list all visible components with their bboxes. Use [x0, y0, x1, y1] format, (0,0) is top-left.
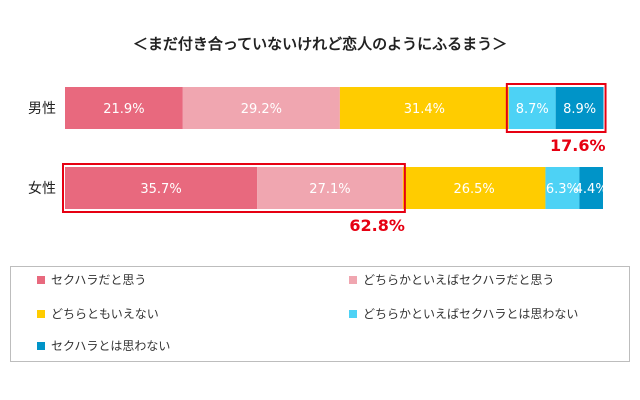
- legend-swatch-0: [37, 275, 45, 284]
- callout-total-0: 17.6%: [550, 136, 606, 155]
- data-label-1-4: 4.4%: [575, 182, 608, 197]
- bar-segment-0-2: [339, 87, 509, 129]
- bar-segment-0-1: [182, 87, 340, 129]
- data-label-0-0: 21.9%: [103, 102, 144, 117]
- legend-item-0: セクハラだと思う: [37, 271, 146, 288]
- data-label-1-2: 26.5%: [453, 182, 494, 197]
- data-label-0-4: 8.9%: [563, 102, 596, 117]
- legend-label-2: どちらともいえない: [51, 307, 159, 321]
- bar-segment-1-3: [545, 167, 580, 209]
- legend-item-2: どちらともいえない: [37, 305, 159, 322]
- data-label-1-0: 35.7%: [140, 182, 181, 197]
- legend-item-4: セクハラとは思わない: [37, 337, 170, 354]
- row-label-1: 女性: [28, 180, 56, 197]
- legend-label-0: セクハラだと思う: [51, 273, 147, 287]
- legend-swatch-2: [37, 309, 45, 318]
- legend-item-1: どちらかといえばセクハラだと思う: [349, 271, 554, 288]
- legend-label-3: どちらかといえばセクハラとは思わない: [363, 307, 579, 321]
- callout-total-1: 62.8%: [349, 216, 405, 235]
- bar-segment-0-0: [65, 87, 183, 129]
- legend-swatch-1: [349, 275, 357, 284]
- legend-swatch-4: [37, 341, 45, 350]
- chart-title: ＜まだ付き合っていないけれど恋人のようにふるまう＞: [132, 35, 508, 53]
- bar-segment-1-2: [402, 167, 546, 209]
- legend: セクハラだと思う どちらかといえばセクハラだと思うどちらともいえない どちらかといえ…: [10, 266, 630, 362]
- stacked-bar-chart: 男性 21.9% 29.2% 31.4% 8.7% 8.9% 女性 35.7% 27.1% 26.…: [28, 83, 608, 235]
- highlight-box-0: [505, 83, 607, 133]
- highlight-box-1: [62, 163, 406, 213]
- bar-segment-0-4: [555, 87, 604, 129]
- bar-segment-1-0: [65, 167, 258, 209]
- data-label-0-3: 8.7%: [516, 102, 549, 117]
- data-label-1-3: 6.3%: [546, 182, 579, 197]
- bar-segment-0-3: [508, 87, 556, 129]
- legend-label-4: セクハラとは思わない: [51, 339, 171, 353]
- bar-segment-1-4: [579, 167, 603, 209]
- legend-item-3: どちらかといえばセクハラとは思わない: [349, 305, 578, 322]
- bar-segment-1-1: [257, 167, 403, 209]
- data-label-1-1: 27.1%: [309, 182, 350, 197]
- legend-swatch-3: [349, 309, 357, 318]
- row-label-0: 男性: [28, 101, 56, 117]
- data-label-0-1: 29.2%: [241, 102, 282, 117]
- legend-label-1: どちらかといえばセクハラだと思う: [363, 273, 555, 287]
- data-label-0-2: 31.4%: [404, 102, 445, 117]
